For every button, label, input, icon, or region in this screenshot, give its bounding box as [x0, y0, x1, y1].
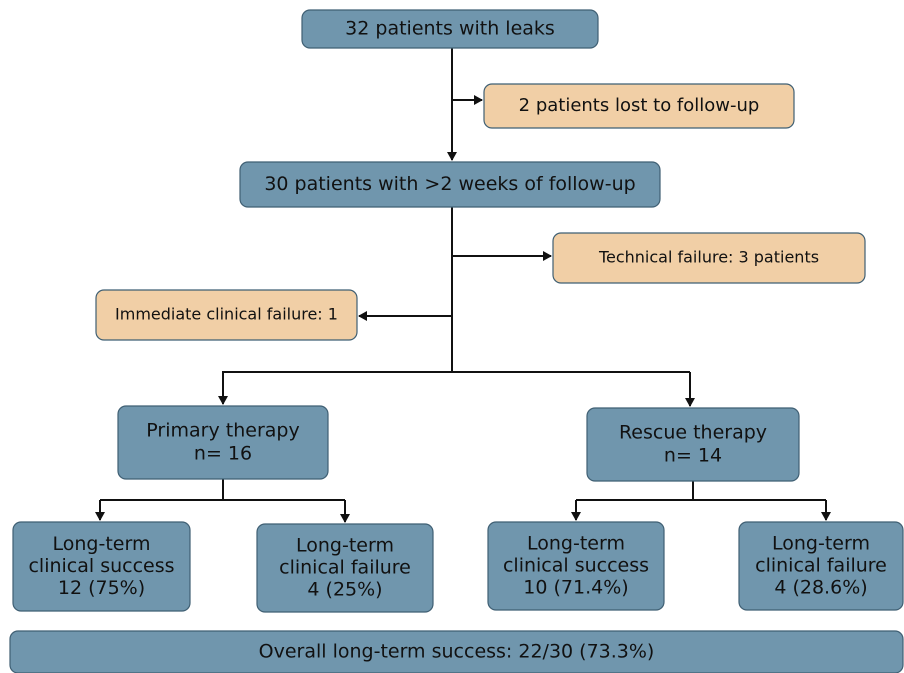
node-label: Technical failure: 3 patients	[598, 248, 819, 267]
node-box	[487, 521, 665, 611]
node-label: 30 patients with >2 weeks of follow-up	[264, 173, 635, 195]
node-label: 4 (25%)	[307, 579, 382, 601]
node-label: Immediate clinical failure: 1	[115, 305, 338, 324]
node-box	[12, 521, 191, 612]
node-box	[483, 83, 795, 129]
node-box	[738, 521, 904, 611]
node-label: Long-term	[53, 533, 151, 555]
node-label: Overall long-term success: 22/30 (73.3%)	[259, 641, 655, 663]
node-label: clinical success	[503, 555, 649, 577]
node-box	[301, 9, 599, 49]
node-label: 10 (71.4%)	[523, 577, 628, 599]
node-box	[239, 161, 661, 208]
node-label: Rescue therapy	[619, 422, 767, 444]
node-box	[586, 407, 800, 482]
node-box	[117, 405, 329, 480]
node-label: Long-term	[527, 533, 625, 555]
node-label: n= 16	[194, 443, 252, 465]
node-label: 12 (75%)	[58, 577, 145, 599]
node-label: clinical success	[28, 555, 174, 577]
connectors	[95, 48, 831, 523]
node-box	[552, 232, 866, 284]
node-label: Long-term	[296, 535, 394, 557]
node-label: 2 patients lost to follow-up	[519, 95, 760, 116]
node-label: 32 patients with leaks	[345, 18, 555, 40]
node-label: 4 (28.6%)	[774, 577, 867, 599]
node-box	[256, 523, 434, 613]
node-box	[9, 630, 904, 673]
node-box	[95, 289, 358, 341]
node-label: Long-term	[772, 533, 870, 555]
node-label: clinical failure	[755, 555, 887, 577]
node-label: clinical failure	[279, 557, 411, 579]
node-label: Primary therapy	[146, 420, 299, 442]
node-label: n= 14	[664, 445, 722, 467]
